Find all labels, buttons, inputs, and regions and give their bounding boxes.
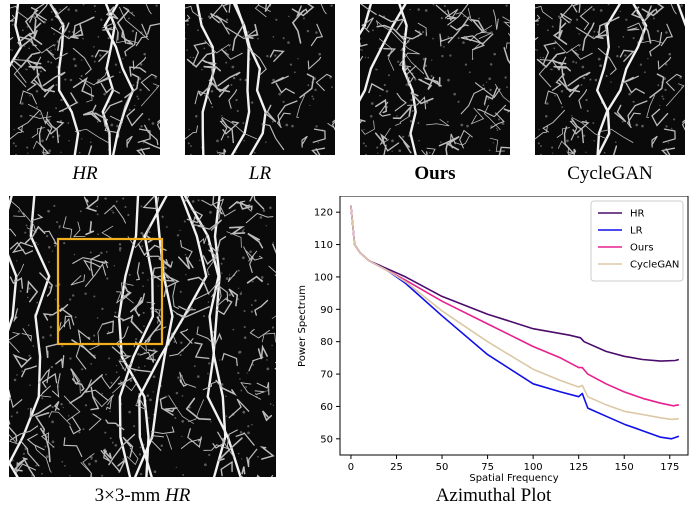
x-axis-label: Spatial Frequency: [469, 473, 558, 484]
caption-overview-prefix: 3×3-mm: [94, 485, 166, 506]
series-line-cyclegan: [350, 205, 679, 421]
x-tick-label: 150: [615, 462, 634, 473]
y-tick-label: 120: [314, 208, 333, 219]
y-tick-label: 90: [320, 305, 333, 316]
y-tick-label: 80: [320, 337, 333, 348]
roi-box: [56, 237, 164, 346]
y-tick-label: 60: [320, 402, 333, 413]
x-tick-label: 100: [524, 462, 543, 473]
x-tick-label: 0: [348, 462, 354, 473]
caption-overview: 3×3-mm HR: [9, 485, 276, 507]
caption-hr: HR: [72, 163, 98, 184]
caption-cyclegan: CycleGAN: [567, 163, 653, 184]
plot-frame: [339, 196, 689, 456]
x-tick-label: 50: [436, 462, 449, 473]
y-axis-label: Power Spectrum: [297, 285, 308, 367]
caption-overview-em: HR: [165, 485, 191, 506]
patch-hr: [10, 4, 160, 155]
y-tick-label: 100: [314, 272, 333, 283]
x-tick-label: 125: [569, 462, 588, 473]
azimuthal-plot: 0 25 50 75 100 125 150 175 50 60 70 80 90 100 110 120 H…: [297, 196, 689, 484]
x-tick-label: 175: [660, 462, 679, 473]
overview-octa-image: [9, 196, 276, 477]
overview-texture: [9, 196, 276, 477]
x-tick-label: 75: [481, 462, 494, 473]
patch-hr-texture: [10, 4, 160, 155]
caption-ours: Ours: [414, 163, 456, 184]
legend-label-cyclegan: CycleGAN: [630, 260, 679, 271]
patch-ours: [360, 4, 510, 155]
y-tick-label: 110: [314, 240, 333, 251]
caption-lr: LR: [248, 163, 272, 184]
y-tick-label: 50: [320, 434, 333, 445]
patch-lr: [185, 4, 335, 155]
legend-label-ours: Ours: [630, 243, 654, 254]
legend: HR LR Ours CycleGAN: [590, 200, 684, 282]
x-tick-label: 25: [390, 462, 403, 473]
legend-box: [590, 200, 684, 282]
patch-ours-texture: [360, 4, 510, 155]
legend-label-hr: HR: [630, 209, 645, 220]
y-tick-label: 70: [320, 370, 333, 381]
caption-plot: Azimuthal Plot: [435, 485, 552, 506]
legend-label-lr: LR: [630, 226, 643, 237]
patch-cyclegan: [535, 4, 685, 155]
patch-lr-texture: [185, 4, 335, 155]
patch-cyclegan-texture: [535, 4, 685, 155]
